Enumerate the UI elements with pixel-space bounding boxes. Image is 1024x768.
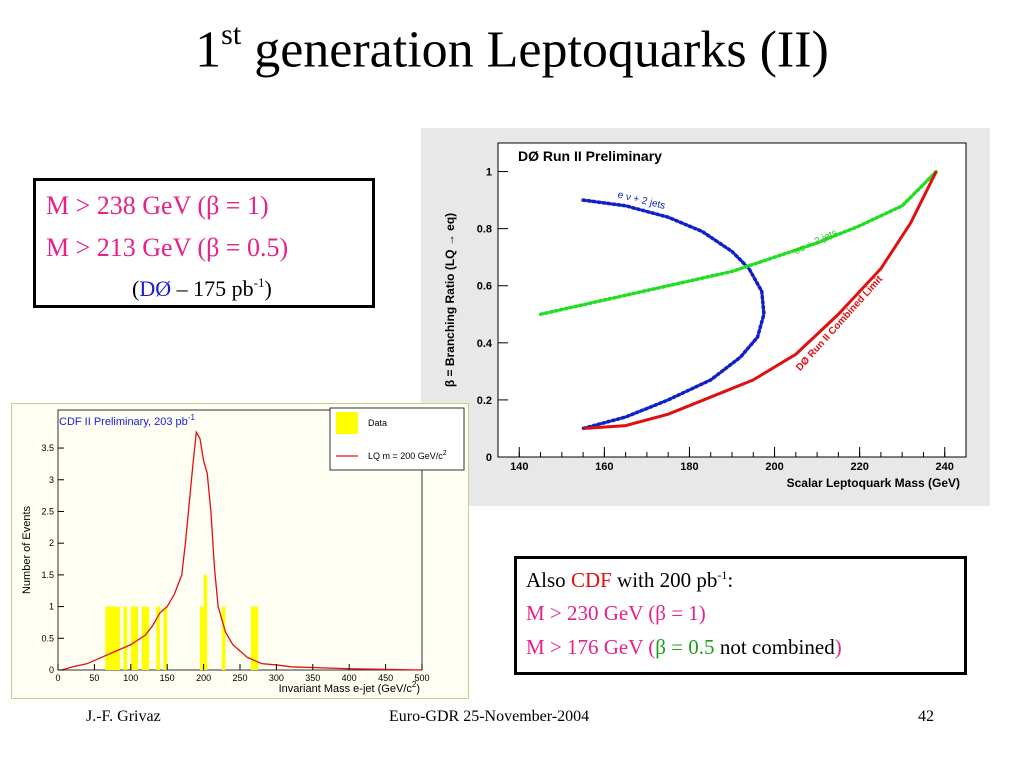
data-bin <box>203 574 208 670</box>
footer-author: J.-F. Grivaz <box>86 708 161 725</box>
x-tick-label: 140 <box>510 461 528 473</box>
d0-limit-beta1: M > 238 GeV (β = 1) <box>46 191 269 220</box>
x-tick-label: 220 <box>850 461 868 473</box>
y-tick-label: 0.5 <box>41 633 54 643</box>
data-bin <box>199 606 204 670</box>
x-tick-label: 250 <box>232 673 247 683</box>
y-tick-label: 0.6 <box>477 281 492 293</box>
y-tick-label: 3.5 <box>41 443 54 453</box>
data-bin <box>123 606 128 670</box>
y-tick-label: 1 <box>49 602 54 612</box>
y-tick-label: 0.8 <box>477 224 492 236</box>
cdf-intro: Also CDF with 200 pb-1: <box>526 568 734 592</box>
y-axis-label: β = Branching Ratio (LQ → eq) <box>443 213 457 387</box>
y-tick-label: 1 <box>486 167 492 179</box>
x-axis-label: Scalar Leptoquark Mass (GeV) <box>787 476 960 490</box>
x-axis-label: Invariant Mass e-jet (GeV/c2) <box>279 680 420 695</box>
x-tick-label: 400 <box>342 673 357 683</box>
d0-limit-beta05: M > 213 GeV (β = 0.5) <box>46 233 289 262</box>
y-tick-label: 3 <box>49 475 54 485</box>
x-tick-label: 50 <box>89 673 99 683</box>
data-bin <box>141 606 149 670</box>
x-tick-label: 300 <box>269 673 284 683</box>
y-tick-label: 2.5 <box>41 506 54 516</box>
x-tick-label: 150 <box>160 673 175 683</box>
x-tick-label: 0 <box>55 673 60 683</box>
y-tick-label: 2 <box>49 538 54 548</box>
x-tick-label: 240 <box>936 461 954 473</box>
legend-label-lq: LQ m = 200 GeV/c2 <box>368 450 447 461</box>
y-tick-label: 0 <box>486 452 492 464</box>
series-line-0 <box>581 198 766 431</box>
cdf-result-box: Also CDF with 200 pb-1: M > 230 GeV (β =… <box>514 556 967 675</box>
data-bin <box>156 606 160 670</box>
x-tick-label: 160 <box>595 461 613 473</box>
x-tick-label: 200 <box>765 461 783 473</box>
y-tick-label: 1.5 <box>41 570 54 580</box>
data-bin <box>221 606 226 670</box>
series-line-2 <box>582 170 938 430</box>
d0-luminosity: (DØ – 175 pb-1) <box>132 275 272 301</box>
lq-signal-curve <box>61 430 423 671</box>
cdf-limit-beta05: M > 176 GeV (β = 0.5 not combined) <box>526 635 842 659</box>
cdf-limit-beta1: M > 230 GeV (β = 1) <box>526 601 706 625</box>
x-tick-label: 500 <box>414 673 429 683</box>
x-tick-label: 200 <box>196 673 211 683</box>
d0-result-box: M > 238 GeV (β = 1) M > 213 GeV (β = 0.5… <box>33 178 375 308</box>
legend-label-data: Data <box>368 418 387 428</box>
x-tick-label: 100 <box>123 673 138 683</box>
y-tick-label: 0.2 <box>477 395 492 407</box>
y-tick-label: 0 <box>49 665 54 675</box>
cdf-mass-chart: 0 50 100 150 200 250 300 350 400 450 500 0 0.5 1 1.5 2 2… <box>21 407 465 695</box>
data-bin <box>130 606 139 670</box>
series-line-1 <box>538 169 938 317</box>
x-tick-label: 450 <box>378 673 393 683</box>
data-bin <box>163 606 168 670</box>
x-tick-label: 180 <box>680 461 698 473</box>
plot-frame <box>497 142 967 458</box>
chart-title: DØ Run II Preliminary <box>518 148 662 164</box>
footer-page-number: 42 <box>918 708 934 725</box>
data-bin <box>250 606 259 670</box>
d0-exclusion-plot: 140 160 180 200 220 240 0 0.2 0.4 0.6 0.8 1 Scalar L… <box>421 128 990 506</box>
data-bin <box>105 606 120 670</box>
y-tick-label: 0.4 <box>477 338 493 350</box>
d0-exclusion-chart: 140 160 180 200 220 240 0 0.2 0.4 0.6 0.8 1 Scalar L… <box>443 142 967 490</box>
chart-title: CDF II Preliminary, 203 pb-1 <box>59 413 195 428</box>
cdf-mass-plot: 0 50 100 150 200 250 300 350 400 450 500 0 0.5 1 1.5 2 2… <box>11 403 469 699</box>
slide-title: 1st generation Leptoquarks (II) <box>195 18 829 79</box>
y-axis-label: Number of Events <box>21 505 33 594</box>
footer-event: Euro-GDR 25-November-2004 <box>389 708 590 725</box>
x-tick-label: 350 <box>305 673 320 683</box>
legend-swatch-data <box>336 412 358 434</box>
